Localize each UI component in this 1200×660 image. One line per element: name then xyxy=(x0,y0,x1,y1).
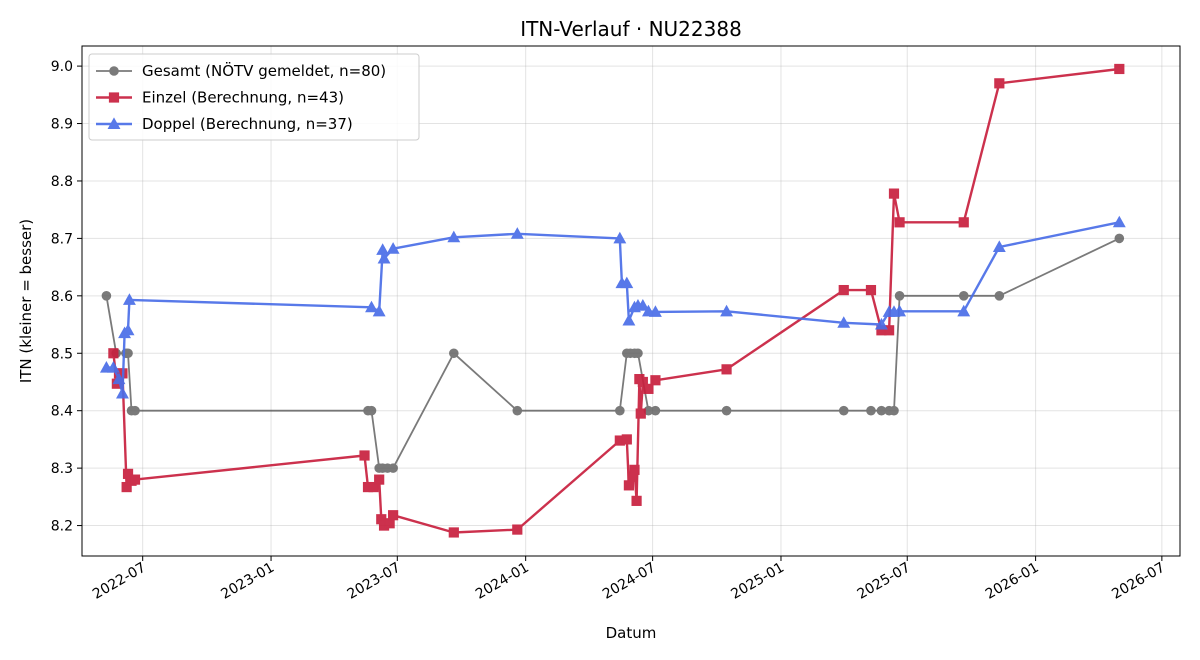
data-point xyxy=(116,386,129,399)
data-point xyxy=(388,510,399,521)
legend-box xyxy=(88,53,420,141)
data-point xyxy=(838,284,849,296)
data-point xyxy=(623,480,635,491)
y-tick-label: 8.4 xyxy=(51,404,73,420)
data-point xyxy=(893,304,907,317)
data-point xyxy=(994,291,1005,301)
data-point xyxy=(512,405,523,416)
data-point xyxy=(838,405,849,416)
data-point xyxy=(650,375,661,386)
data-point xyxy=(112,372,126,385)
data-point xyxy=(1114,63,1125,75)
data-point xyxy=(106,360,120,373)
legend-label: Gesamt (NÖTV gemeldet, n=80) xyxy=(142,61,386,80)
series-circle xyxy=(101,233,1125,473)
data-point xyxy=(377,251,391,264)
data-point xyxy=(130,405,140,416)
data-point xyxy=(994,78,1005,89)
data-point xyxy=(650,405,661,416)
data-point xyxy=(721,405,732,416)
data-point xyxy=(837,316,851,328)
data-point xyxy=(388,463,398,473)
y-axis-label: ITN (kleiner = besser) xyxy=(17,219,35,383)
plot-area xyxy=(99,63,1126,538)
data-point xyxy=(721,364,732,375)
data-point xyxy=(376,243,390,255)
chart-title: ITN-Verlauf · NU22388 xyxy=(520,17,742,41)
data-point xyxy=(888,188,900,199)
y-tick-label: 8.8 xyxy=(51,174,73,190)
y-axis: 8.2 8.3 8.4 8.5 8.6 8.7 8.8 8.9 9.0 xyxy=(51,59,82,535)
data-point xyxy=(643,383,654,394)
data-point xyxy=(448,527,459,538)
data-point xyxy=(637,376,648,388)
data-point xyxy=(958,217,969,228)
data-point xyxy=(108,348,119,359)
data-point xyxy=(359,450,370,461)
data-point xyxy=(621,434,632,445)
data-point xyxy=(636,298,650,311)
data-point xyxy=(635,408,646,419)
legend: Gesamt (NÖTV gemeldet, n=80) Einzel (Bere… xyxy=(88,53,420,141)
y-tick-label: 8.7 xyxy=(51,231,73,247)
data-point xyxy=(101,291,112,301)
data-point xyxy=(447,230,461,243)
data-point xyxy=(1112,215,1126,228)
y-tick-label: 8.5 xyxy=(51,346,73,362)
data-point xyxy=(129,474,141,485)
legend-item xyxy=(96,92,132,103)
legend-label: Einzel (Berechnung, n=43) xyxy=(142,89,344,107)
legend-marker xyxy=(107,117,121,129)
data-point xyxy=(620,276,634,289)
data-point xyxy=(121,323,135,336)
data-point xyxy=(633,348,643,359)
data-point xyxy=(615,405,625,416)
legend-marker xyxy=(108,92,120,103)
data-point xyxy=(1114,233,1125,244)
data-point xyxy=(122,293,136,305)
legend-marker xyxy=(109,66,119,76)
data-point xyxy=(365,300,378,313)
data-point xyxy=(866,405,876,416)
data-point xyxy=(622,313,636,326)
data-point xyxy=(631,495,642,506)
data-point xyxy=(894,291,905,301)
data-point xyxy=(992,240,1006,252)
data-point xyxy=(957,304,971,317)
data-point xyxy=(889,405,899,416)
data-point xyxy=(510,227,524,239)
data-point xyxy=(386,242,400,254)
data-point xyxy=(648,305,662,317)
data-point xyxy=(368,481,379,493)
data-point xyxy=(874,317,888,330)
y-tick-label: 9.0 xyxy=(51,59,73,75)
data-point xyxy=(865,284,877,296)
data-point xyxy=(366,405,377,416)
legend-item xyxy=(96,66,132,76)
data-point xyxy=(372,304,386,317)
legend-label: Doppel (Berechnung, n=37) xyxy=(142,115,353,133)
y-tick-label: 8.6 xyxy=(51,289,73,305)
y-tick-label: 8.3 xyxy=(51,461,73,477)
y-tick-label: 8.2 xyxy=(51,519,73,535)
data-point xyxy=(613,231,627,244)
data-point xyxy=(720,304,734,317)
data-point xyxy=(894,217,905,228)
legend-item xyxy=(96,117,132,129)
series-triangle xyxy=(99,215,1126,399)
y-tick-label: 8.9 xyxy=(51,117,73,133)
data-point xyxy=(374,474,385,485)
data-point xyxy=(449,348,459,359)
data-point xyxy=(629,464,640,475)
data-point xyxy=(884,325,895,336)
x-axis-label: Datum xyxy=(606,624,657,642)
plot-frame xyxy=(81,45,1181,557)
data-point xyxy=(512,524,523,535)
data-point xyxy=(958,291,969,301)
